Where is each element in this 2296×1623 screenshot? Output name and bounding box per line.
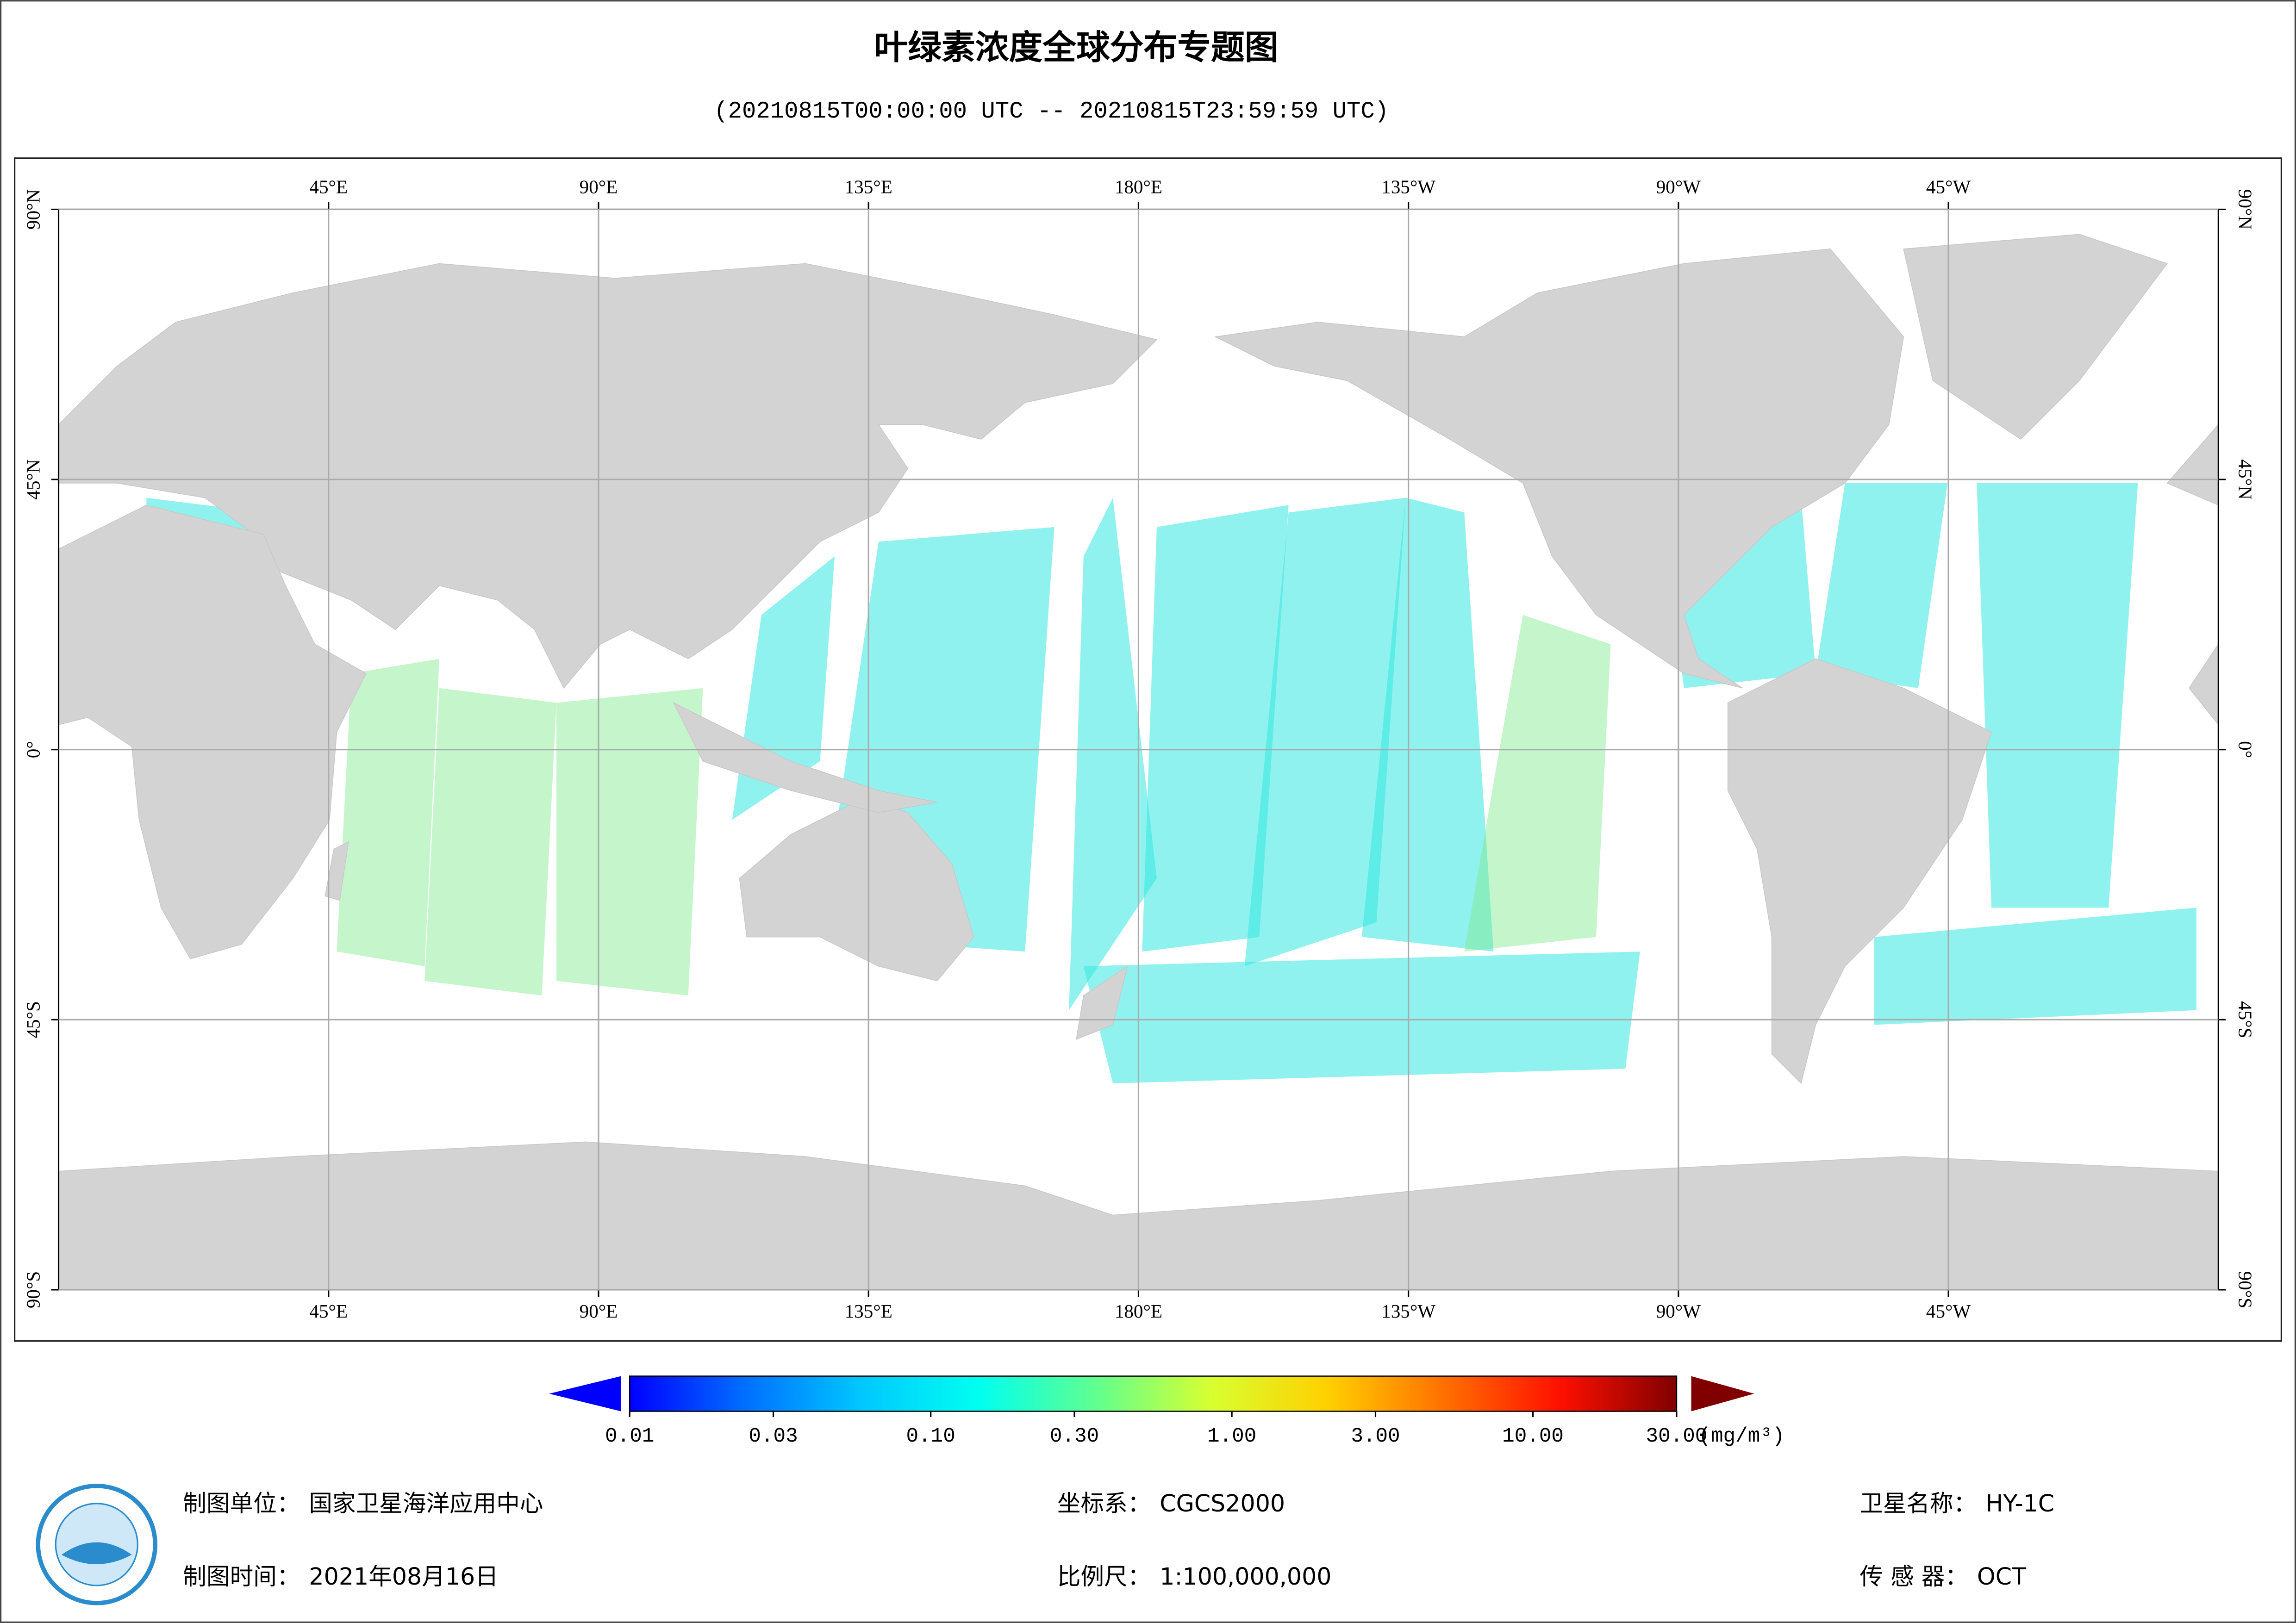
lon-label: 135°E [845,1300,892,1322]
swath [1142,505,1289,952]
lon-label: 135°W [1381,176,1435,198]
colorbar-over [1691,1376,1754,1412]
lat-label: 45°S [22,1001,44,1038]
swath [1977,483,2138,908]
lon-label: 180°E [1115,176,1162,198]
swath [337,659,439,966]
legend-decor [36,1484,158,1605]
footer-label: 制图时间： [183,1563,300,1590]
north-america [1214,249,1904,689]
colorbar-under [549,1376,621,1412]
colorbar [629,1375,1678,1412]
greenland [1903,234,2168,440]
lon-label: 45°E [309,176,348,198]
footer-field: 制图单位： 国家卫星海洋应用中心 [183,1489,543,1517]
colorbar-label: 10.00 [1502,1425,1564,1448]
footer-label: 卫星名称： [1859,1489,1977,1517]
lat-label: 90°N [22,189,44,230]
footer-label: 坐标系： [1057,1489,1151,1517]
map-frame [14,157,2282,1342]
lon-label: 90°E [580,1300,618,1322]
footer-field: 传 感 器： OCT [1859,1563,2027,1590]
new-zealand [1075,965,1128,1040]
south-america [1727,658,1992,1084]
lat-label: 45°N [22,459,44,499]
australia [739,797,974,982]
swath [1069,497,1157,1010]
footer-field: 卫星名称： HY-1C [1859,1489,2054,1517]
logo-wave [61,1542,132,1565]
swath [1464,615,1611,952]
footer-value: OCT [1977,1563,2027,1590]
swath [1669,497,1816,688]
lon-label: 90°E [580,176,618,198]
colorbar-label: 30.00 [1646,1425,1708,1448]
swath [556,688,703,996]
lon-label: 90°W [1656,176,1701,198]
colorbar-label: 0.03 [749,1425,798,1448]
lat-label: 0° [2235,741,2256,758]
colorbar-label: 3.00 [1351,1425,1400,1448]
lon-label: 180°E [1115,1300,1162,1322]
swath [1361,497,1494,952]
footer-value: HY-1C [1985,1489,2054,1517]
eurasia [58,263,1158,689]
swath [1244,497,1406,966]
africa [58,504,367,959]
swath [1816,483,1948,688]
lon-label: 45°W [1926,176,1971,198]
lon-label: 45°E [309,1300,348,1322]
colorbar-label: 1.00 [1207,1425,1256,1448]
lon-label: 135°W [1381,1300,1435,1322]
footer-value: CGCS2000 [1160,1489,1285,1517]
indonesia [673,702,937,813]
footer-field: 比例尺： 1:100,000,000 [1057,1563,1332,1590]
lat-label: 45°S [2235,1001,2256,1038]
swath [1083,951,1640,1083]
lon-label: 45°W [1926,1300,1971,1322]
swath [424,688,557,996]
lat-label: 0° [22,741,44,758]
footer-label: 传 感 器： [1859,1563,1968,1590]
footer-label: 比例尺： [1057,1563,1151,1590]
colorbar-label: 0.01 [605,1425,654,1448]
colorbar-label: 0.10 [906,1425,955,1448]
title: 叶绿素浓度全球分布专题图 [874,28,1278,68]
lon-label: 135°E [845,176,892,198]
lat-label: 45°N [2235,459,2256,499]
footer-field: 制图时间： 2021年08月16日 [183,1563,498,1590]
swath [1874,908,2196,1025]
colorbar-label: 0.30 [1050,1425,1099,1448]
colorbar-unit: (mg/m³) [1698,1425,1784,1448]
lon-label: 90°W [1656,1300,1701,1322]
footer-label: 制图单位： [183,1489,300,1517]
lat-label: 90°S [2235,1271,2256,1308]
subtitle: (20210815T00:00:00 UTC -- 20210815T23:59… [714,99,1389,125]
lat-label: 90°S [22,1271,44,1308]
footer-value: 1:100,000,000 [1160,1563,1331,1590]
lat-label: 90°N [2235,189,2256,230]
footer-field: 坐标系： CGCS2000 [1057,1489,1285,1517]
footer-value: 2021年08月16日 [309,1563,498,1590]
footer-value: 国家卫星海洋应用中心 [309,1489,543,1517]
